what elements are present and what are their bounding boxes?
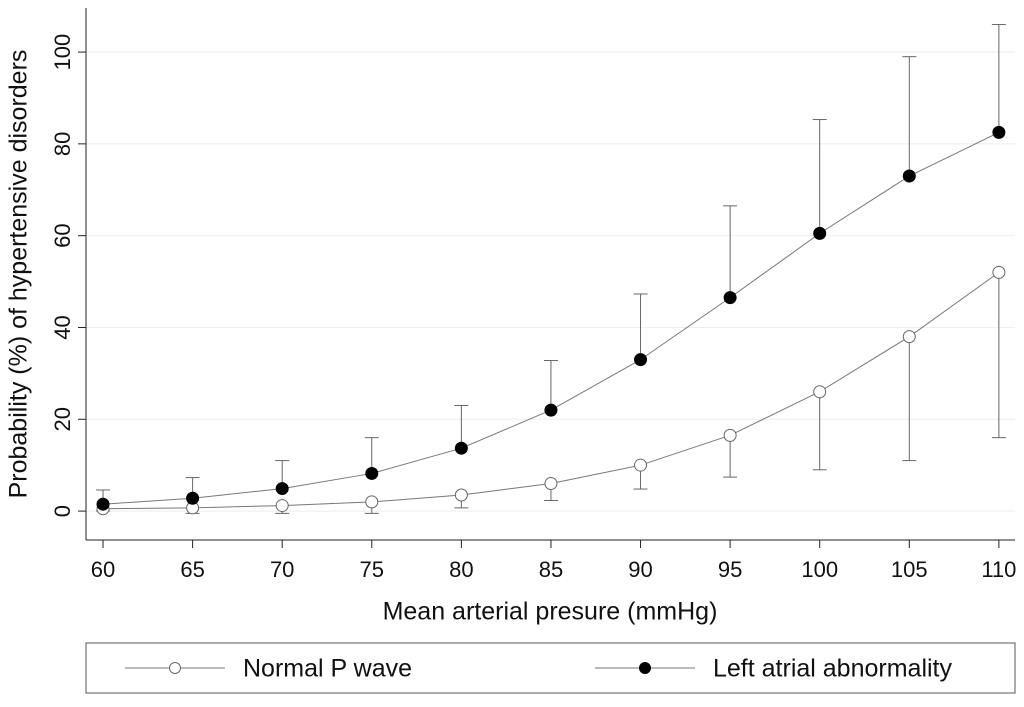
point (186, 491, 200, 505)
point (454, 441, 468, 455)
x-tick-label: 105 (891, 557, 928, 582)
x-tick-label: 95 (718, 557, 742, 582)
point (902, 169, 916, 183)
y-tick-label: 100 (50, 34, 75, 71)
point (365, 495, 379, 509)
point (992, 125, 1006, 139)
point (723, 428, 737, 442)
point (992, 265, 1006, 279)
legend-marker (639, 662, 651, 674)
x-tick-label: 80 (449, 557, 473, 582)
point (275, 499, 289, 513)
x-axis-label: Mean arterial presure (mmHg) (383, 598, 718, 626)
y-axis-label: Probability (%) of hypertensive disorder… (5, 50, 33, 499)
point (96, 497, 110, 511)
x-tick-label: 60 (91, 557, 115, 582)
legend-label: Normal P wave (243, 655, 412, 683)
legend-box (85, 642, 1016, 694)
y-tick-label: 60 (50, 223, 75, 247)
x-tick-label: 75 (360, 557, 384, 582)
x-tick-label: 70 (270, 557, 294, 582)
series-line (102, 131, 1000, 505)
x-tick-label: 90 (628, 557, 652, 582)
x-tick-label: 85 (539, 557, 563, 582)
point (634, 458, 648, 472)
x-tick-label: 110 (981, 557, 1016, 582)
point (634, 353, 648, 367)
point (902, 330, 916, 344)
y-tick-label: 40 (50, 315, 75, 339)
y-tick-label: 80 (50, 132, 75, 156)
point (275, 482, 289, 496)
point (454, 488, 468, 502)
point (365, 466, 379, 480)
point (723, 291, 737, 305)
y-tick-label: 20 (50, 407, 75, 431)
legend-marker (169, 662, 181, 674)
x-tick-label: 100 (801, 557, 838, 582)
legend-label: Left atrial abnormality (713, 655, 953, 683)
y-tick-label: 0 (50, 505, 75, 517)
point (813, 226, 827, 240)
point (544, 403, 558, 417)
point (544, 477, 558, 491)
x-tick-label: 65 (180, 557, 204, 582)
point (813, 385, 827, 399)
